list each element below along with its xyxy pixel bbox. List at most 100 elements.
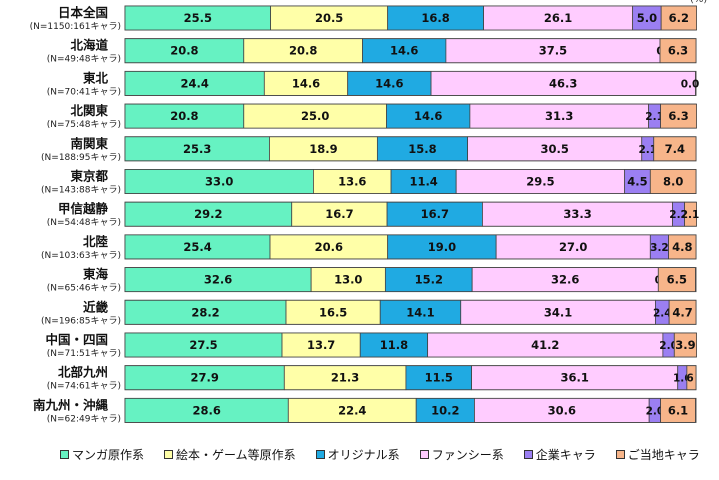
data-label: 32.6 — [551, 273, 579, 287]
bar-segment — [482, 201, 673, 227]
data-label: 6.2 — [669, 11, 689, 25]
data-label: 34.1 — [544, 305, 572, 319]
bar-segment — [445, 38, 661, 64]
data-label: 37.5 — [539, 44, 567, 58]
category-label: 甲信越静 — [58, 201, 109, 216]
legend-label: 絵本・ゲーム等原作系 — [176, 448, 296, 462]
sample-size-label: (N=1150:161キャラ) — [30, 21, 121, 32]
data-label: 2.1 — [645, 111, 664, 123]
bar-segment — [124, 332, 283, 358]
data-label: 33.0 — [205, 175, 233, 189]
data-label: 0.0 — [681, 78, 700, 90]
sample-size-label: (N=71:51キャラ) — [47, 348, 121, 359]
bar-segment — [668, 234, 697, 260]
data-label: 8.0 — [663, 175, 683, 189]
bar-segment — [659, 38, 697, 64]
bar-segment — [124, 38, 245, 64]
legend-swatch — [315, 450, 325, 459]
data-label: 15.8 — [408, 142, 436, 156]
legend-swatch — [615, 450, 625, 459]
data-label: 25.3 — [183, 142, 211, 156]
bar-segment — [124, 397, 289, 423]
sample-size-label: (N=62:49キャラ) — [47, 413, 121, 424]
bar-segment — [124, 103, 245, 129]
data-label: 4.7 — [672, 305, 692, 319]
data-label: 14.6 — [390, 44, 418, 58]
legend-item: 絵本・ゲーム等原作系 — [164, 446, 296, 463]
bar-segment — [390, 169, 457, 194]
data-label: 13.0 — [334, 273, 362, 287]
data-label: 2.0 — [646, 405, 665, 417]
data-label: 28.2 — [191, 305, 219, 319]
data-label: 6 — [686, 373, 693, 385]
legend-swatch — [419, 450, 429, 459]
bar-segment — [124, 201, 293, 227]
bar-segment — [668, 299, 697, 325]
sample-size-label: (N=65:46キャラ) — [47, 283, 121, 294]
bar-segment — [653, 136, 697, 162]
category-label: 近畿 — [83, 299, 109, 314]
data-label: 14.1 — [406, 305, 434, 319]
data-label: 29.5 — [526, 175, 554, 189]
data-label: 19.0 — [428, 240, 456, 254]
data-label: 33.3 — [563, 207, 591, 221]
data-label: 2.0 — [659, 340, 678, 352]
data-label: 20.8 — [289, 44, 317, 58]
data-label: 14.6 — [292, 76, 320, 90]
bar-segment — [632, 5, 662, 31]
bar-segment — [660, 397, 696, 423]
sample-size-label: (N=74:61キャラ) — [47, 381, 121, 392]
bar-segment — [243, 103, 387, 129]
bar-segment — [283, 365, 407, 391]
legend-label: 企業キャラ — [535, 448, 596, 462]
bar-segment — [310, 267, 386, 293]
data-label: 32.6 — [204, 273, 232, 287]
bar-segment — [686, 365, 697, 391]
data-label: 13.7 — [307, 338, 335, 352]
data-label: 4.8 — [672, 240, 692, 254]
data-label: 36.1 — [560, 371, 588, 385]
legend-swatch — [523, 450, 533, 459]
data-label: 21.3 — [331, 371, 359, 385]
bar-segment — [376, 136, 468, 162]
category-label: 北陸 — [83, 234, 109, 249]
data-label: 6.3 — [668, 44, 688, 58]
data-label: 20.8 — [170, 109, 198, 123]
bar-segment — [269, 136, 378, 162]
bar-segment — [263, 71, 349, 96]
data-label: 26.1 — [544, 11, 572, 25]
legend-item: 企業キャラ — [523, 446, 596, 463]
data-label: 41.2 — [531, 338, 559, 352]
sample-size-label: (N=103:63キャラ) — [41, 250, 121, 261]
category-label: 北関東 — [70, 103, 108, 118]
data-label: 30.6 — [548, 403, 576, 417]
data-label: 11.5 — [425, 371, 453, 385]
bar-segment — [285, 299, 381, 325]
bar-segment — [430, 71, 696, 96]
data-label: 30.5 — [540, 142, 568, 156]
sample-size-label: (N=143:88キャラ) — [41, 185, 121, 196]
category-label: 東海 — [83, 267, 109, 282]
sample-size-label: (N=49:48キャラ) — [47, 54, 121, 65]
data-label: 25.0 — [301, 109, 329, 123]
unit-label: (%) — [690, 0, 707, 5]
legend-swatch — [60, 450, 69, 459]
bar-segment — [660, 5, 697, 31]
bar-segment — [386, 103, 471, 129]
data-label: 27.5 — [189, 338, 217, 352]
data-label: 14.6 — [414, 109, 442, 123]
legend-item: ご当地キャラ — [615, 446, 700, 463]
bar-segment — [471, 365, 679, 391]
data-label: 16.7 — [325, 207, 353, 221]
bar-segment — [281, 332, 361, 358]
bar-segment — [313, 169, 392, 194]
bar-segment — [124, 267, 312, 293]
category-label: 南九州・沖縄 — [33, 397, 109, 412]
bar-segment — [384, 267, 473, 293]
data-label: 31.3 — [545, 109, 573, 123]
data-label: 6.1 — [668, 403, 688, 417]
data-label: 11.4 — [409, 175, 437, 189]
data-label: 20.5 — [315, 11, 343, 25]
data-label: 46.3 — [549, 76, 577, 90]
